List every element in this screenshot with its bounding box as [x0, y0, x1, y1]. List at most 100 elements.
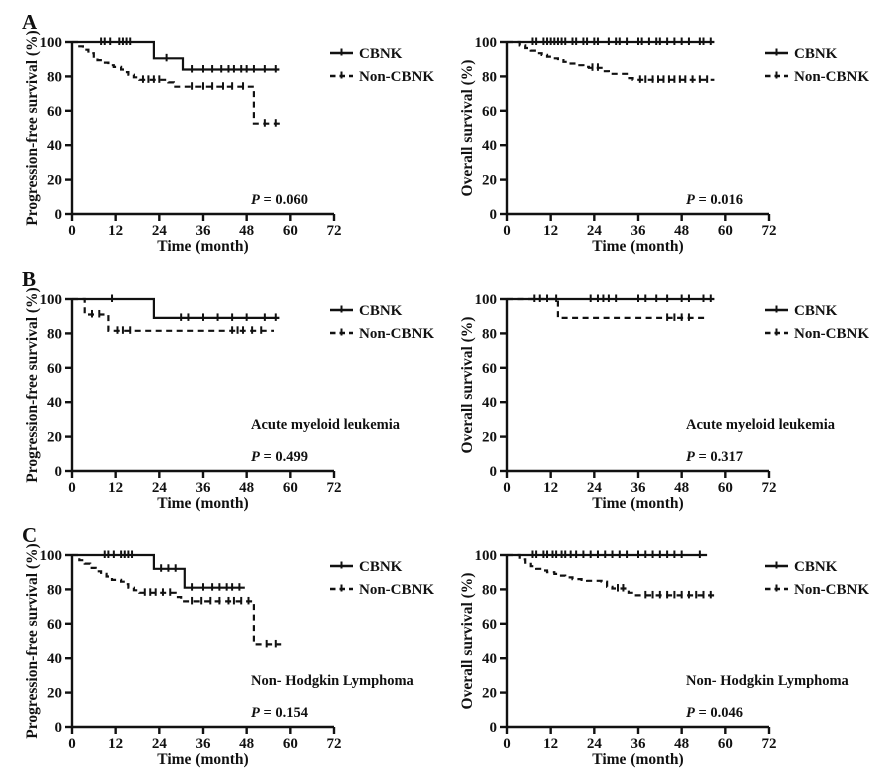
- y-tick-label: 0: [490, 464, 498, 480]
- y-tick-label: 60: [47, 104, 62, 120]
- x-axis-title: Time (month): [157, 238, 248, 255]
- y-tick-label: 60: [47, 617, 62, 633]
- cell-b-os: 0 20 40 60 80 100 0 12 24 36 48 60 72 Time (month) Ove…: [435, 257, 870, 514]
- p-value: P = 0.060: [251, 192, 308, 208]
- y-tick-label: 80: [482, 326, 497, 342]
- km-curve-non-cbnk: [72, 297, 274, 332]
- y-tick-label: 20: [482, 430, 497, 446]
- cell-b-pfs: B 0 20 40 60 80 100 0 12 24 36 48 60 72 Time (month) P…: [0, 257, 435, 514]
- y-tick-label: 80: [47, 582, 62, 598]
- x-tick-label: 48: [239, 736, 254, 752]
- y-tick-label: 60: [482, 617, 497, 633]
- x-tick-label: 0: [503, 480, 511, 496]
- km-curve-non-cbnk: [507, 297, 708, 319]
- legend-label: Non-CBNK: [359, 326, 434, 342]
- legend-label: Non-CBNK: [794, 326, 869, 342]
- km-plot-c-pfs: 0 20 40 60 80 100 0 12 24 36 48 60 72 Time (month) Pro…: [24, 543, 434, 768]
- km-curve-non-cbnk: [507, 40, 715, 81]
- y-axis-title: Progression-free survival (%): [24, 287, 41, 482]
- subgroup-annotation: Non- Hodgkin Lymphoma: [686, 673, 850, 689]
- y-tick-label: 40: [47, 138, 62, 154]
- km-curve-non-cbnk: [72, 553, 282, 646]
- y-tick-label: 60: [482, 361, 497, 377]
- legend-label: CBNK: [359, 46, 403, 62]
- p-value: P = 0.317: [686, 449, 743, 465]
- subgroup-annotation: Non- Hodgkin Lymphoma: [251, 673, 415, 689]
- x-axis-title: Time (month): [592, 495, 683, 512]
- y-tick-label: 80: [47, 326, 62, 342]
- y-tick-label: 60: [482, 104, 497, 120]
- y-tick-label: 100: [40, 548, 63, 564]
- y-tick-label: 40: [482, 395, 497, 411]
- legend-label: Non-CBNK: [794, 69, 869, 85]
- x-tick-label: 12: [108, 223, 123, 239]
- p-value: P = 0.154: [251, 705, 308, 721]
- cell-a-pfs: A 0 20 40 60 80 100 0 12 24 36 48 60 72 Time (month) P…: [0, 0, 435, 257]
- cell-c-os: 0 20 40 60 80 100 0 12 24 36 48 60 72 Time (month) Ove…: [435, 513, 870, 770]
- p-value: P = 0.499: [251, 449, 308, 465]
- x-tick-label: 48: [239, 480, 254, 496]
- km-plot-a-pfs: 0 20 40 60 80 100 0 12 24 36 48 60 72 Time (month) Pro…: [24, 30, 434, 255]
- x-tick-label: 72: [762, 223, 777, 239]
- legend-label: CBNK: [794, 559, 838, 575]
- km-curve-non-cbnk: [507, 553, 715, 597]
- x-tick-label: 60: [718, 736, 733, 752]
- legend-label: Non-CBNK: [359, 69, 434, 85]
- x-tick-label: 24: [587, 223, 603, 239]
- x-axis-title: Time (month): [592, 238, 683, 255]
- panel-letter-c: C: [22, 523, 38, 547]
- y-tick-label: 20: [482, 686, 497, 702]
- y-tick-label: 40: [482, 138, 497, 154]
- y-axis-title: Overall survival (%): [459, 573, 476, 710]
- y-tick-label: 100: [40, 292, 63, 308]
- y-tick-label: 0: [490, 720, 498, 736]
- km-plot-c-os: 0 20 40 60 80 100 0 12 24 36 48 60 72 Time (month) Ove…: [459, 548, 869, 768]
- y-tick-label: 100: [40, 35, 63, 51]
- subgroup-annotation: Acute myeloid leukemia: [251, 417, 401, 433]
- y-axis-title: Progression-free survival (%): [24, 543, 41, 738]
- x-tick-label: 36: [196, 736, 212, 752]
- y-tick-label: 0: [55, 207, 63, 223]
- x-axis-title: Time (month): [592, 751, 683, 768]
- p-value: P = 0.016: [686, 192, 743, 208]
- legend-label: CBNK: [359, 559, 403, 575]
- x-tick-label: 0: [68, 736, 76, 752]
- legend-label: Non-CBNK: [794, 582, 869, 598]
- y-tick-label: 80: [482, 582, 497, 598]
- x-tick-label: 24: [152, 736, 168, 752]
- km-plot-b-pfs: 0 20 40 60 80 100 0 12 24 36 48 60 72 Time (month) Pro…: [24, 287, 434, 512]
- x-tick-label: 0: [68, 223, 76, 239]
- x-tick-label: 24: [587, 480, 603, 496]
- x-axis-title: Time (month): [157, 751, 248, 768]
- x-tick-label: 48: [239, 223, 254, 239]
- legend-label: CBNK: [794, 303, 838, 319]
- x-tick-label: 48: [674, 736, 689, 752]
- y-tick-label: 100: [475, 35, 498, 51]
- x-tick-label: 12: [543, 223, 558, 239]
- x-tick-label: 60: [718, 480, 733, 496]
- x-tick-label: 24: [587, 736, 603, 752]
- x-tick-label: 60: [718, 223, 733, 239]
- panel-letter-a: A: [22, 10, 38, 34]
- y-tick-label: 20: [47, 430, 62, 446]
- x-tick-label: 36: [196, 223, 212, 239]
- x-tick-label: 36: [631, 480, 647, 496]
- x-tick-label: 24: [152, 223, 168, 239]
- x-tick-label: 36: [631, 736, 647, 752]
- cell-a-os: 0 20 40 60 80 100 0 12 24 36 48 60 72 Time (month) Ove…: [435, 0, 870, 257]
- x-tick-label: 24: [152, 480, 168, 496]
- subgroup-annotation: Acute myeloid leukemia: [686, 417, 836, 433]
- legend-label: CBNK: [359, 303, 403, 319]
- x-tick-label: 36: [196, 480, 212, 496]
- x-tick-label: 12: [108, 480, 123, 496]
- y-tick-label: 80: [47, 69, 62, 85]
- x-tick-label: 60: [283, 480, 298, 496]
- x-tick-label: 0: [503, 736, 511, 752]
- p-value: P = 0.046: [686, 705, 743, 721]
- y-axis-title: Overall survival (%): [459, 60, 476, 197]
- y-tick-label: 100: [475, 292, 498, 308]
- y-tick-label: 0: [55, 720, 63, 736]
- x-tick-label: 60: [283, 223, 298, 239]
- x-tick-label: 72: [762, 480, 777, 496]
